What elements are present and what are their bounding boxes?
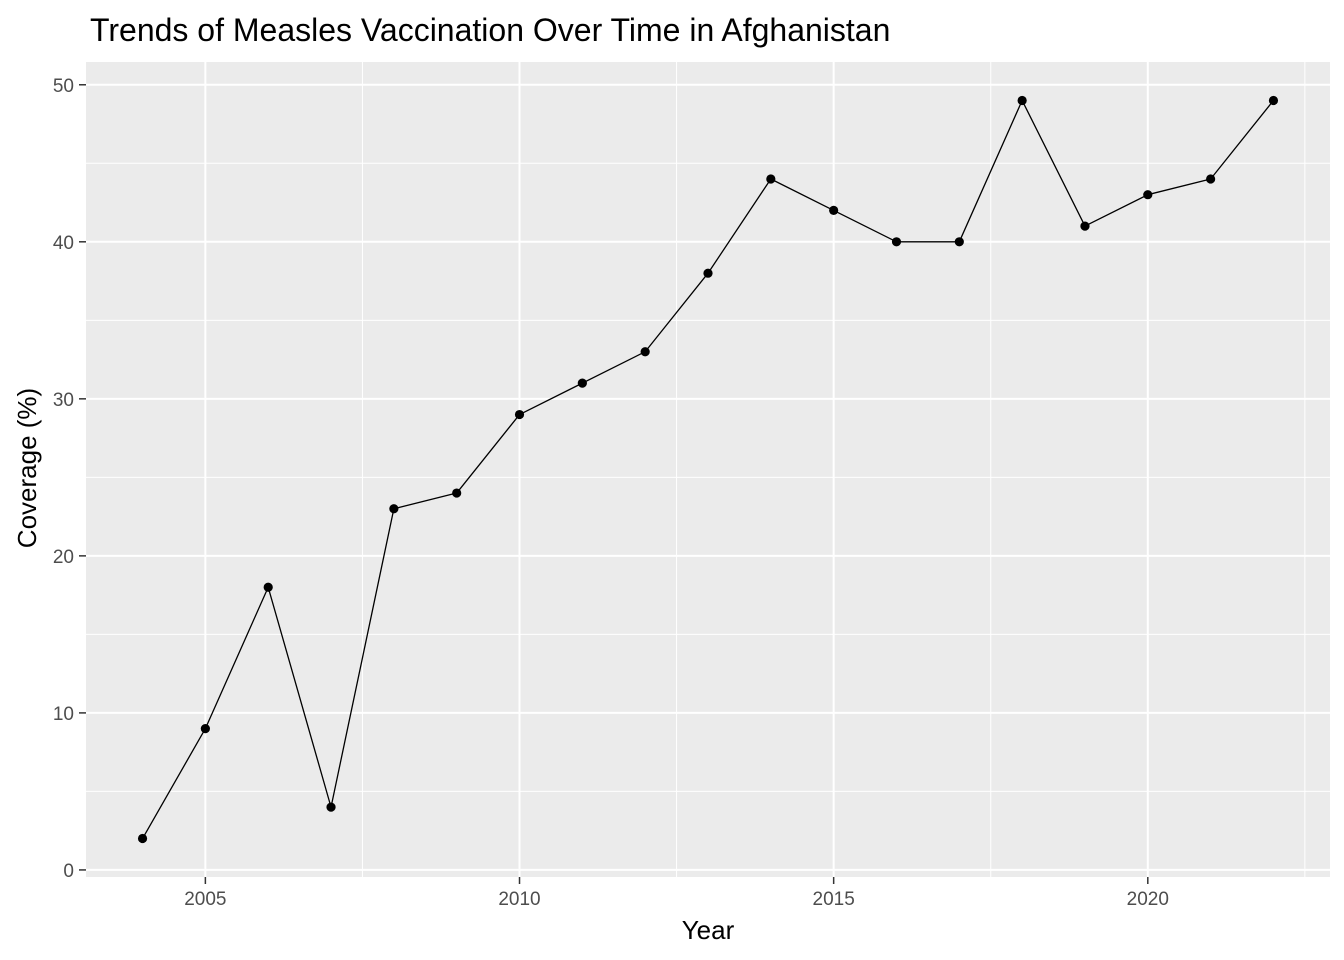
data-point <box>1080 221 1090 231</box>
x-tick-label: 2020 <box>1127 889 1169 910</box>
y-axis-title: Coverage (%) <box>12 388 42 548</box>
data-point <box>640 347 650 357</box>
data-point <box>514 409 525 420</box>
data-point <box>137 833 148 844</box>
x-tick-label: 2015 <box>813 889 855 910</box>
chart-title: Trends of Measles Vaccination Over Time … <box>90 12 890 48</box>
data-point <box>954 237 964 247</box>
x-axis-title: Year <box>682 915 735 945</box>
data-point <box>1143 190 1153 200</box>
data-point <box>263 582 273 592</box>
data-point <box>829 205 839 215</box>
y-tick-label: 0 <box>63 861 74 882</box>
data-point <box>1206 174 1216 184</box>
data-point <box>1268 95 1279 106</box>
y-tick-label: 40 <box>53 233 74 254</box>
data-point <box>389 504 399 514</box>
major-gridlines <box>86 62 1330 877</box>
data-point <box>891 237 902 247</box>
data-point <box>1017 95 1027 106</box>
y-tick-label: 10 <box>53 704 74 725</box>
x-tick-label: 2010 <box>498 889 540 910</box>
data-point <box>703 268 713 278</box>
data-point <box>326 802 336 812</box>
data-point <box>577 378 587 388</box>
x-tick-label: 2005 <box>184 889 226 910</box>
data-point <box>200 724 210 734</box>
series-points-group <box>137 95 1279 844</box>
y-axis: 0 10 20 30 40 50 <box>53 76 86 882</box>
y-tick-label: 50 <box>53 76 74 97</box>
data-point <box>766 174 776 184</box>
x-axis: 2005 2010 2015 2020 <box>184 877 1169 910</box>
y-tick-label: 20 <box>53 547 74 568</box>
plot-panel <box>86 62 1330 877</box>
minor-gridlines <box>86 62 1330 877</box>
data-point <box>452 488 462 498</box>
y-tick-label: 30 <box>53 390 74 411</box>
